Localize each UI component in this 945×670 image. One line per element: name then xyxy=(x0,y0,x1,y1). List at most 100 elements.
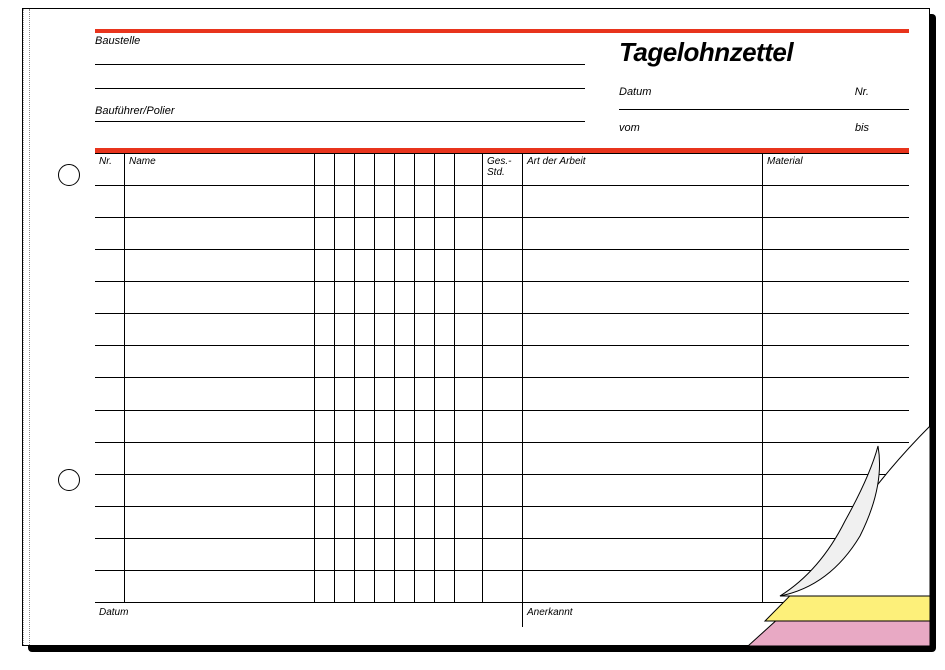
table-cell xyxy=(335,250,355,282)
table-header-row: Nr.NameGes.- Std.Art der ArbeitMaterial xyxy=(95,154,909,186)
table-cell xyxy=(435,186,455,218)
table-cell xyxy=(435,218,455,250)
table-cell xyxy=(375,571,395,603)
table-row xyxy=(95,346,909,378)
table-cell xyxy=(435,378,455,410)
table-cell xyxy=(355,378,375,410)
table-cell xyxy=(355,314,375,346)
table-cell xyxy=(355,282,375,314)
table-cell xyxy=(763,571,909,603)
table-cell xyxy=(335,218,355,250)
table-cell xyxy=(315,475,335,507)
table-cell xyxy=(455,186,483,218)
table-header-cell: Name xyxy=(125,154,315,186)
table-cell xyxy=(125,282,315,314)
table-cell xyxy=(125,378,315,410)
table-cell xyxy=(315,346,335,378)
table-row xyxy=(95,218,909,250)
table-cell xyxy=(355,186,375,218)
table-cell xyxy=(335,282,355,314)
table-cell xyxy=(315,571,335,603)
table-cell xyxy=(395,507,415,539)
table-cell xyxy=(335,378,355,410)
table-cell xyxy=(763,378,909,410)
table-cell xyxy=(125,507,315,539)
table-cell xyxy=(375,411,395,443)
table-cell xyxy=(523,314,763,346)
table-cell xyxy=(125,475,315,507)
table-cell xyxy=(483,571,523,603)
table-row xyxy=(95,186,909,218)
table-cell xyxy=(375,539,395,571)
table-cell xyxy=(455,282,483,314)
table-cell xyxy=(375,250,395,282)
table-cell xyxy=(455,571,483,603)
table-cell xyxy=(95,186,125,218)
table-cell xyxy=(483,443,523,475)
table-cell xyxy=(335,346,355,378)
table-cell xyxy=(435,250,455,282)
table-footer-row: DatumAnerkannt xyxy=(95,603,909,627)
table-cell xyxy=(315,186,335,218)
table-cell xyxy=(455,411,483,443)
table-cell xyxy=(483,475,523,507)
table-cell xyxy=(435,507,455,539)
header-left: Baustelle Bauführer/Polier xyxy=(95,33,585,122)
table-cell xyxy=(763,346,909,378)
table-cell xyxy=(375,186,395,218)
table-cell xyxy=(415,186,435,218)
table-cell xyxy=(395,539,415,571)
table-cell xyxy=(95,314,125,346)
table-cell xyxy=(125,250,315,282)
table-cell xyxy=(315,218,335,250)
table-cell xyxy=(125,218,315,250)
table-cell xyxy=(375,507,395,539)
datum-nr-line xyxy=(619,102,909,110)
table-cell xyxy=(315,507,335,539)
table-cell xyxy=(395,378,415,410)
table-cell xyxy=(95,443,125,475)
perforation-edge xyxy=(23,9,24,645)
table-row xyxy=(95,250,909,282)
table-cell xyxy=(435,282,455,314)
table-cell xyxy=(483,314,523,346)
datum-nr-row: Datum Nr. xyxy=(619,86,909,98)
form-page: Baustelle Bauführer/Polier Tagelohnzette… xyxy=(22,8,930,646)
table-cell xyxy=(315,411,335,443)
table-cell xyxy=(483,539,523,571)
nr-label: Nr. xyxy=(855,86,869,98)
table-cell xyxy=(763,411,909,443)
table-cell xyxy=(355,475,375,507)
table-cell xyxy=(395,314,415,346)
table-cell xyxy=(355,539,375,571)
table-cell xyxy=(375,282,395,314)
table-cell xyxy=(335,507,355,539)
table-cell xyxy=(335,314,355,346)
table-cell xyxy=(523,218,763,250)
table-cell xyxy=(355,571,375,603)
table-cell xyxy=(763,218,909,250)
table-cell xyxy=(763,250,909,282)
table-cell xyxy=(435,475,455,507)
table-cell xyxy=(455,475,483,507)
table-header-cell xyxy=(335,154,355,186)
table-cell xyxy=(435,314,455,346)
table-cell xyxy=(395,475,415,507)
table-cell xyxy=(375,378,395,410)
table-cell xyxy=(335,571,355,603)
table-cell xyxy=(435,539,455,571)
table-header-cell: Art der Arbeit xyxy=(523,154,763,186)
table-cell xyxy=(125,411,315,443)
table-cell xyxy=(435,571,455,603)
table-cell xyxy=(315,378,335,410)
table-cell xyxy=(95,571,125,603)
table-header-cell: Material xyxy=(763,154,909,186)
table-cell xyxy=(763,443,909,475)
table-cell xyxy=(483,250,523,282)
table-cell xyxy=(375,314,395,346)
table-cell xyxy=(415,282,435,314)
table-cell xyxy=(763,507,909,539)
baustelle-label: Baustelle xyxy=(95,35,585,47)
table-cell xyxy=(375,346,395,378)
table-header-cell xyxy=(375,154,395,186)
